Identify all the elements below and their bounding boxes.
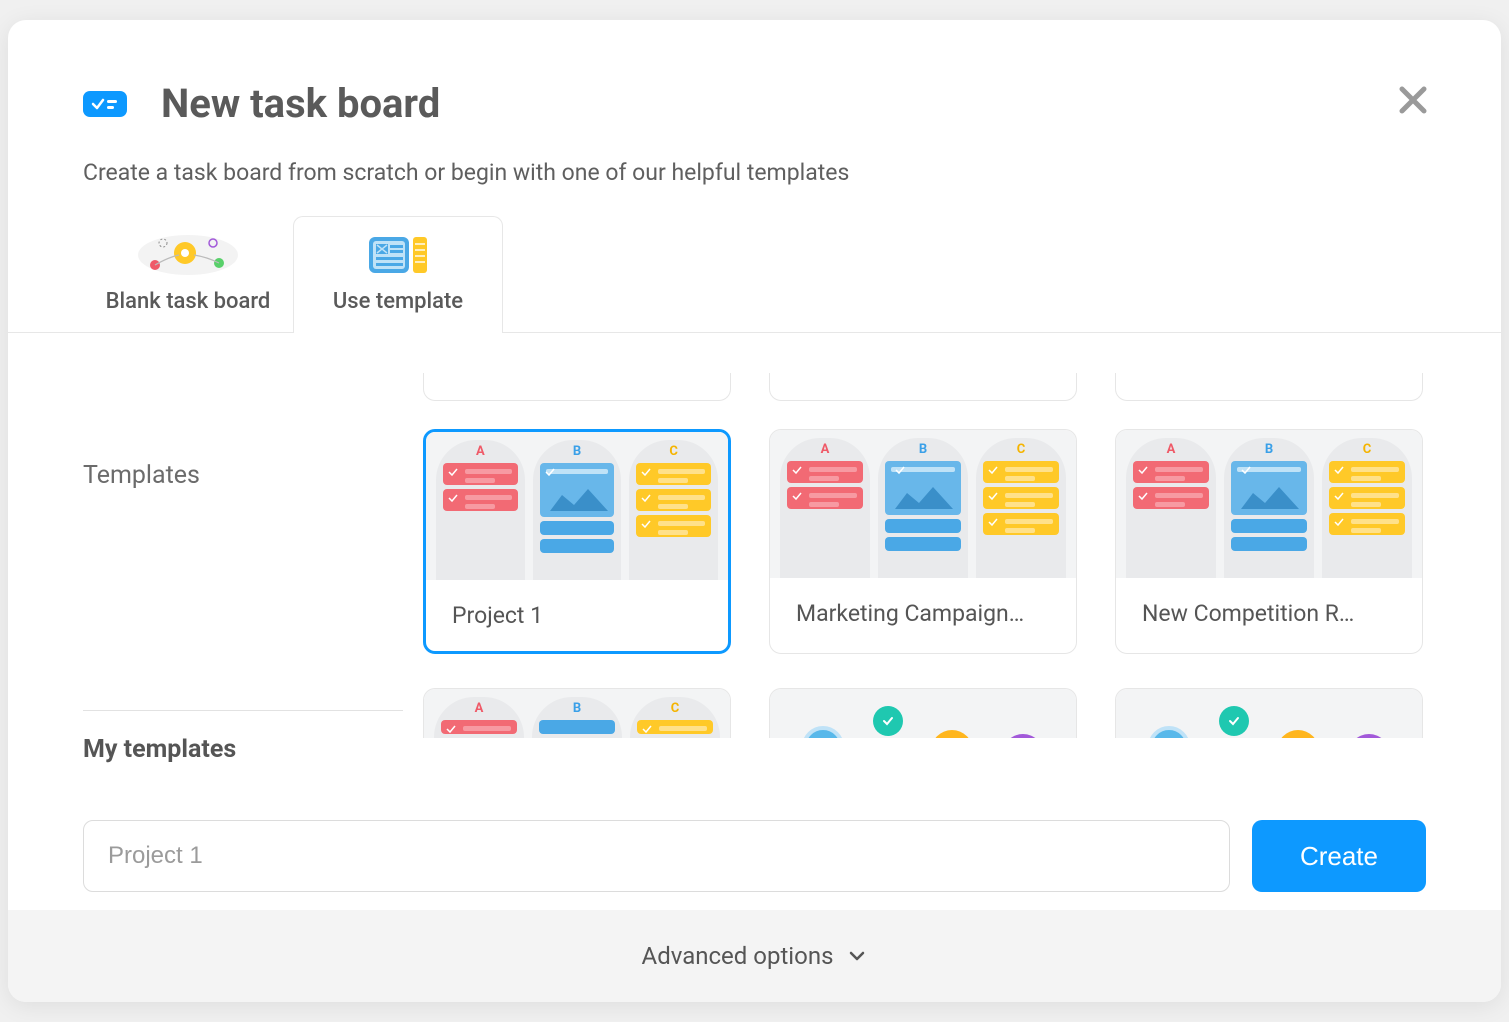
my-template-card[interactable] (1115, 688, 1423, 738)
my-templates-heading: My templates (83, 735, 423, 764)
board-name-input[interactable] (83, 820, 1230, 892)
mini-card (1231, 537, 1307, 551)
close-icon (1396, 83, 1430, 117)
template-title: New Competition R… (1116, 578, 1422, 649)
templates-row: Templates My templates A (83, 401, 1426, 764)
mini-card (443, 489, 517, 511)
mini-card (983, 461, 1059, 483)
kanban-col-a: A (436, 440, 525, 580)
kanban-col-c: C (976, 438, 1066, 578)
kanban-col-b: B (533, 440, 622, 580)
tabs: Blank task board (8, 186, 1501, 333)
mini-card (1231, 519, 1307, 533)
mini-card (885, 537, 961, 551)
col-letter: B (573, 701, 581, 716)
mini-card (1231, 461, 1307, 515)
mini-card (1329, 487, 1405, 509)
mini-card (540, 521, 614, 535)
templates-heading: Templates (83, 461, 423, 490)
template-preview: A B C (770, 430, 1076, 578)
chevron-down-icon (847, 946, 867, 966)
avatar-circle (1002, 734, 1044, 738)
tab-label: Use template (294, 289, 502, 314)
col-letter: B (919, 442, 927, 457)
col-letter: C (1363, 442, 1372, 457)
mini-card (1133, 461, 1209, 483)
close-button[interactable] (1393, 80, 1433, 120)
mini-card (787, 461, 863, 483)
template-card-stub[interactable] (769, 373, 1077, 401)
tab-label: Blank task board (84, 289, 292, 314)
template-preview (1116, 689, 1422, 738)
kanban-col-c: C (629, 440, 718, 580)
col-letter: A (1167, 442, 1176, 457)
template-title: Project 1 (426, 580, 728, 651)
mini-card (636, 463, 710, 485)
modal-title: New task board (161, 80, 440, 127)
mini-card (1329, 461, 1405, 483)
new-task-board-modal: New task board Create a task board from … (8, 20, 1501, 1002)
mini-card (1329, 513, 1405, 535)
col-letter: C (671, 701, 680, 716)
col-letter: C (1017, 442, 1026, 457)
mini-card (540, 463, 614, 517)
col-letter: A (475, 701, 484, 716)
kanban-col-a: A (1126, 438, 1216, 578)
previous-row-stub (423, 373, 1426, 401)
template-card-stub[interactable] (423, 373, 731, 401)
template-card-stub[interactable] (1115, 373, 1423, 401)
mini-card (443, 463, 517, 485)
col-letter: B (1265, 442, 1273, 457)
advanced-options-label: Advanced options (642, 942, 834, 970)
my-template-card[interactable] (769, 688, 1077, 738)
template-preview: A B C (424, 689, 730, 738)
template-preview: A (426, 432, 728, 580)
divider (83, 710, 403, 711)
template-preview: A B C (1116, 430, 1422, 578)
col-letter: C (669, 444, 678, 459)
mini-card (983, 513, 1059, 535)
tab-blank-board[interactable]: Blank task board (83, 216, 293, 332)
template-content: Templates My templates A (8, 333, 1501, 802)
kanban-col-b: B (878, 438, 968, 578)
modal-subtitle: Create a task board from scratch or begi… (8, 127, 1501, 186)
template-card-competition[interactable]: A B C (1115, 429, 1423, 654)
avatar-circle (931, 730, 973, 738)
mini-card (636, 489, 710, 511)
col-letter: A (821, 442, 830, 457)
mini-card (885, 519, 961, 533)
my-template-card[interactable]: A B C (423, 688, 731, 738)
avatar-circle (1277, 730, 1319, 738)
col-letter: A (476, 444, 485, 459)
kanban-col-b: B (1224, 438, 1314, 578)
tab-use-template[interactable]: Use template (293, 216, 503, 332)
template-card-marketing[interactable]: A B C (769, 429, 1077, 654)
mini-card (885, 461, 961, 515)
avatar-circle (1148, 726, 1190, 738)
kanban-col-a: A (780, 438, 870, 578)
template-preview (770, 689, 1076, 738)
check-circle (1219, 706, 1249, 736)
section-label-col: Templates My templates (83, 401, 423, 764)
avatar-circle (1348, 734, 1390, 738)
avatar-circle (802, 726, 844, 738)
col-letter: B (573, 444, 581, 459)
kanban-col-c: C (1322, 438, 1412, 578)
mini-card (787, 487, 863, 509)
mini-card (983, 487, 1059, 509)
modal-header: New task board (8, 20, 1501, 127)
advanced-options-toggle[interactable]: Advanced options (8, 910, 1501, 1002)
use-template-icon (294, 231, 502, 279)
blank-board-icon (84, 231, 292, 279)
input-row: Create (8, 802, 1501, 910)
mini-card (636, 515, 710, 537)
template-title: Marketing Campaign… (770, 578, 1076, 649)
check-circle (873, 706, 903, 736)
task-board-icon (83, 91, 127, 117)
create-button[interactable]: Create (1252, 820, 1426, 892)
template-card-project-1[interactable]: A (423, 429, 731, 654)
mini-card (540, 539, 614, 553)
mini-card (1133, 487, 1209, 509)
